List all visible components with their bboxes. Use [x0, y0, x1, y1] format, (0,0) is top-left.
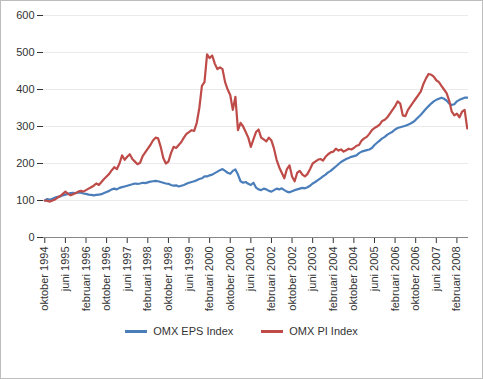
svg-text:0: 0: [28, 231, 34, 243]
svg-text:oktober 1994: oktober 1994: [38, 247, 50, 311]
svg-text:100: 100: [16, 194, 34, 206]
svg-text:600: 600: [16, 9, 34, 21]
svg-text:juni 1997: juni 1997: [121, 247, 133, 293]
svg-text:oktober 1998: oktober 1998: [162, 247, 174, 311]
html-text:OMX EPS Index: OMX EPS Index: [153, 325, 234, 337]
svg-text:oktober 1996: oktober 1996: [100, 247, 112, 311]
svg-text:oktober 2000: oktober 2000: [224, 247, 236, 311]
svg-text:oktober 2006: oktober 2006: [409, 247, 421, 311]
svg-text:juni 2005: juni 2005: [368, 247, 380, 293]
svg-text:400: 400: [16, 83, 34, 95]
svg-text:oktober 2004: oktober 2004: [347, 247, 359, 311]
svg-text:juni 2007: juni 2007: [430, 247, 442, 293]
svg-text:februari 2006: februari 2006: [389, 247, 401, 312]
svg-text:juni 1999: juni 1999: [183, 247, 195, 293]
svg-text:500: 500: [16, 46, 34, 58]
svg-text:oktober 2002: oktober 2002: [286, 247, 298, 311]
svg-text:juni 1995: juni 1995: [59, 247, 71, 293]
svg-text:200: 200: [16, 157, 34, 169]
html-text:OMX PI Index: OMX PI Index: [289, 325, 358, 337]
svg-text:februari 2008: februari 2008: [450, 247, 462, 312]
svg-text:februari 2004: februari 2004: [327, 247, 339, 312]
svg-text:juni 2001: juni 2001: [244, 247, 256, 293]
svg-text:februari 1998: februari 1998: [141, 247, 153, 312]
svg-text:februari 2002: februari 2002: [265, 247, 277, 312]
svg-text:februari 1996: februari 1996: [80, 247, 92, 312]
svg-text:juni 2003: juni 2003: [306, 247, 318, 293]
svg-text:300: 300: [16, 120, 34, 132]
svg-text:februari 2000: februari 2000: [203, 247, 215, 312]
